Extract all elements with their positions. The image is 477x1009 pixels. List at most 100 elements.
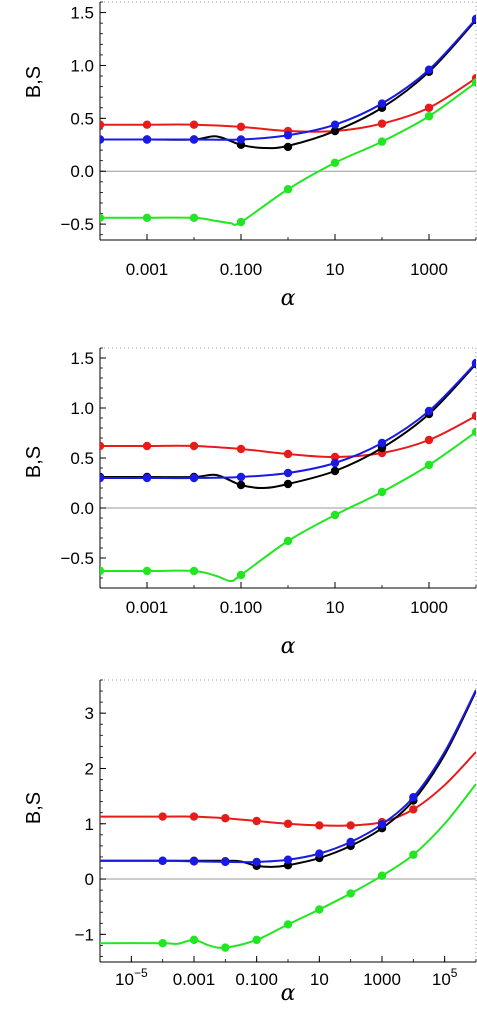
x-tick-label: 0.100 — [235, 970, 278, 989]
black-series-line — [100, 690, 476, 868]
blue-data-point — [236, 472, 246, 482]
blue-data-point — [471, 358, 476, 368]
y-axis-label: B,S — [23, 446, 45, 478]
blue-data-point — [330, 120, 340, 129]
green-data-point — [346, 889, 355, 898]
green-data-point — [377, 871, 387, 880]
x-tick-label: 105 — [432, 966, 458, 989]
y-axis-label: B,S — [23, 66, 45, 98]
y-tick-label: 0.0 — [70, 499, 94, 518]
y-tick-label: 1.0 — [70, 56, 94, 75]
green-data-point — [221, 943, 230, 952]
blue-data-point — [189, 473, 199, 483]
x-tick-base: 10 — [115, 970, 134, 989]
y-tick-label: 0.5 — [70, 109, 94, 128]
green-data-point — [283, 920, 293, 929]
y-tick-label: 3 — [85, 704, 94, 723]
y-tick-label: 1.5 — [70, 349, 94, 368]
blue-data-point — [424, 65, 434, 74]
red-data-point — [142, 120, 152, 129]
green-data-point — [424, 112, 434, 121]
blue-series-line — [100, 362, 476, 480]
blue-data-point — [142, 135, 152, 144]
x-tick-base: 1000 — [363, 970, 401, 989]
blue-data-point — [189, 135, 199, 144]
chart-panel-top: −0.5 0.0 0.5 1.0 1.5 0.001 0.100 10 1000 B,S α — [23, 1, 477, 311]
blue-data-point — [236, 135, 246, 144]
red-data-point — [221, 814, 230, 823]
chart-panel-middle: −0.5 0.0 0.5 1.0 1.5 0.001 0.100 10 1000 B,S α — [23, 347, 477, 659]
x-tick-base: 10 — [432, 970, 451, 989]
red-data-point — [424, 435, 434, 445]
red-data-point — [330, 452, 340, 462]
red-data-point — [283, 449, 293, 459]
green-data-point — [315, 905, 324, 914]
x-tick-base: 10 — [310, 970, 329, 989]
green-data-point — [471, 427, 476, 437]
series-group — [100, 689, 476, 952]
blue-data-point — [100, 473, 105, 483]
blue-data-point — [409, 793, 418, 802]
green-data-point — [424, 460, 434, 470]
x-tick-base: 0.100 — [220, 598, 263, 617]
y-tick-label: 1.0 — [70, 399, 94, 418]
x-tick-base: 10 — [326, 598, 345, 617]
red-series-line — [100, 77, 476, 133]
red-data-point — [315, 821, 324, 830]
x-tick-label: 0.100 — [220, 598, 263, 617]
y-tick-label: −1 — [75, 925, 94, 944]
black-data-point — [283, 479, 293, 489]
green-data-point — [189, 935, 199, 945]
blue-data-point — [283, 855, 293, 864]
red-data-point — [471, 411, 476, 421]
green-data-point — [100, 213, 105, 222]
green-data-point — [189, 213, 199, 222]
x-tick-label: 10 — [326, 598, 345, 617]
green-data-point — [236, 217, 246, 227]
blue-data-point — [283, 131, 293, 140]
black-data-point — [330, 466, 340, 476]
x-tick-base: 1000 — [410, 598, 448, 617]
green-data-point — [377, 487, 387, 497]
x-tick-base: 0.001 — [126, 598, 169, 617]
blue-data-point — [330, 458, 340, 468]
red-data-point — [189, 441, 199, 451]
red-data-point — [377, 119, 387, 128]
x-tick-label: 0.001 — [126, 260, 169, 279]
black-data-point — [330, 126, 340, 136]
x-tick-exponent: −5 — [134, 966, 148, 980]
red-data-point — [409, 805, 418, 814]
blue-data-point — [424, 406, 434, 416]
x-axis-label: α — [281, 981, 296, 1006]
blue-data-point — [346, 837, 355, 847]
blue-data-point — [252, 857, 261, 867]
x-tick-base: 1000 — [410, 260, 448, 279]
black-data-point — [236, 480, 246, 490]
green-data-point — [142, 566, 152, 576]
blue-data-point — [377, 99, 387, 108]
x-tick-label: 0.100 — [220, 260, 263, 279]
red-data-point — [100, 441, 105, 451]
blue-data-point — [377, 438, 387, 448]
red-data-point — [346, 821, 355, 830]
y-axis-label: B,S — [23, 792, 45, 824]
blue-data-point — [315, 849, 324, 858]
x-tick-exponent: 5 — [451, 966, 458, 980]
x-tick-base: 0.100 — [220, 260, 263, 279]
x-tick-base: 0.001 — [173, 970, 216, 989]
y-tick-label: 0.0 — [70, 162, 94, 181]
x-tick-label: 0.001 — [126, 598, 169, 617]
x-axis-label: α — [281, 286, 296, 311]
y-tick-label: −0.5 — [60, 215, 94, 234]
red-data-point — [189, 120, 199, 129]
blue-data-point — [189, 857, 199, 866]
green-data-point — [252, 935, 261, 945]
x-tick-base: 0.001 — [126, 260, 169, 279]
green-series-line — [100, 81, 476, 226]
series-group — [100, 358, 476, 582]
y-tick-label: −0.5 — [60, 549, 94, 568]
green-data-point — [409, 850, 418, 859]
red-data-point — [424, 103, 434, 112]
red-data-point — [252, 816, 261, 826]
